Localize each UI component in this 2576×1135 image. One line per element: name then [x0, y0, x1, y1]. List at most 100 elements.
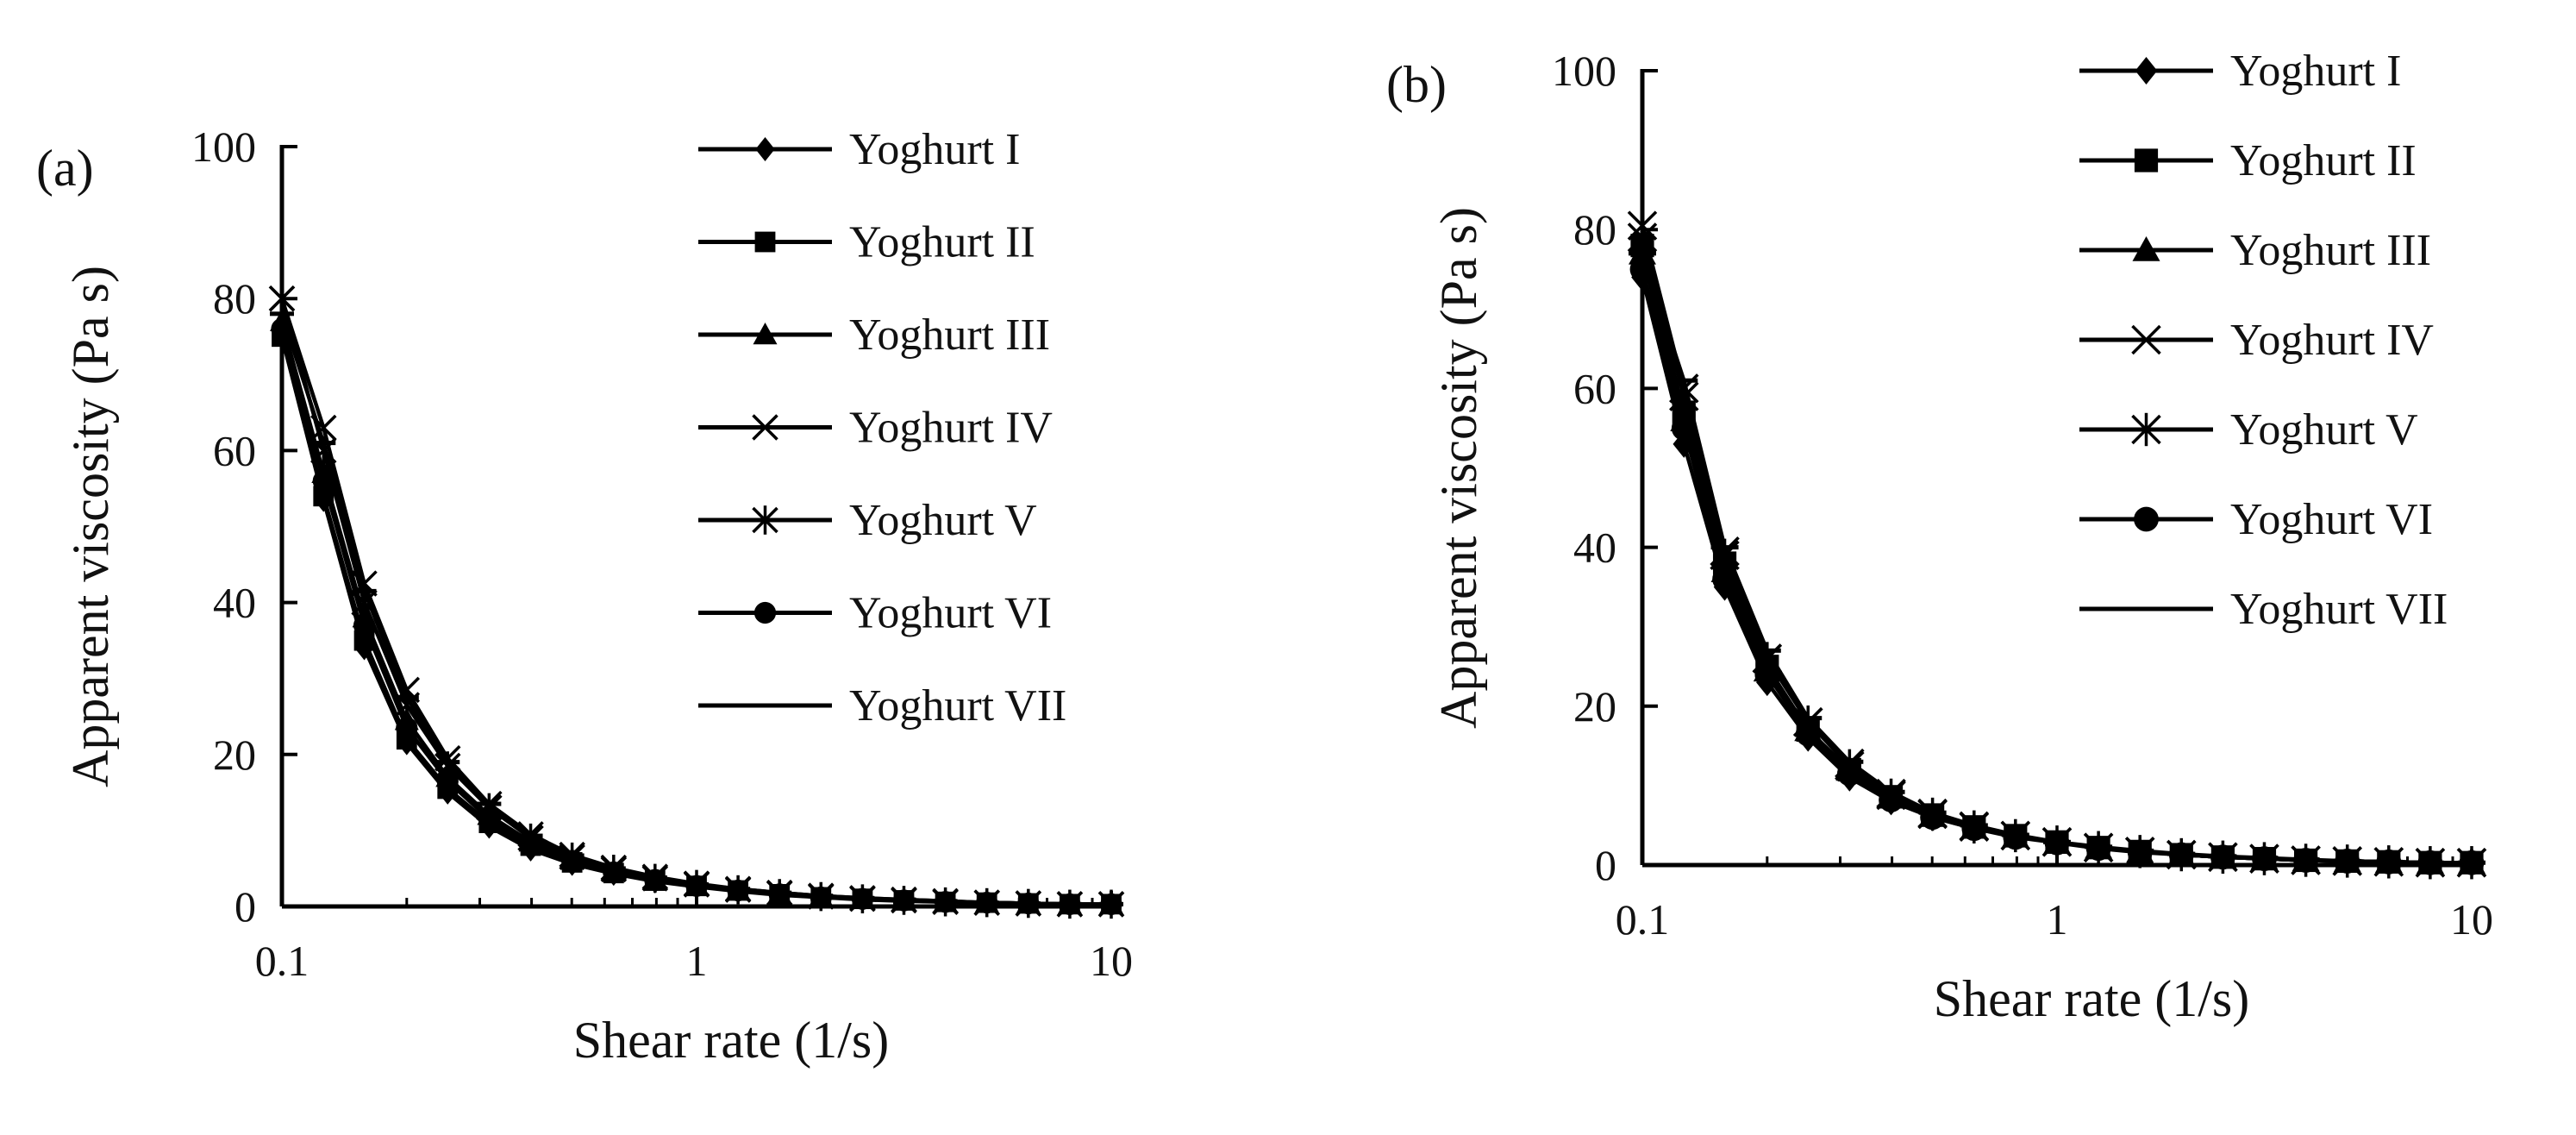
panel-a-point-yoghurt-vi	[436, 770, 459, 793]
panel-a-point-yoghurt-vii	[1016, 900, 1041, 906]
panel-b-point-yoghurt-vii	[2126, 848, 2154, 853]
panel-b-point-yoghurt-vi	[1795, 721, 1821, 747]
panel-b-point-yoghurt-vii	[2250, 856, 2279, 861]
panel-a-point-yoghurt-vi	[312, 470, 335, 492]
panel-a-legend-marker-yoghurt-vii	[753, 703, 778, 708]
panel-b-legend-item-yoghurt-i: Yoghurt I	[2079, 47, 2401, 96]
panel-a-point-yoghurt-vi	[478, 808, 500, 831]
panel-a-y-axis-title: Apparent viscosity (Pa s)	[62, 266, 119, 787]
panel-b-point-yoghurt-vii	[2416, 860, 2444, 865]
panel-a-point-yoghurt-vii	[891, 897, 916, 902]
panel-a-y-tick-label: 60	[213, 426, 256, 474]
panel-b-x-tick-label: 10	[2450, 895, 2493, 944]
panel-a-legend-label-yoghurt-iv: Yoghurt IV	[849, 404, 1053, 453]
panel-a-legend-marker-yoghurt-iii	[753, 323, 778, 345]
panel-a-y-tick-label: 100	[191, 122, 256, 171]
panel-b-point-yoghurt-vii	[1753, 648, 1781, 653]
panel-a-y-tick-label: 20	[213, 731, 256, 779]
panel-a-point-yoghurt-vi	[396, 717, 418, 739]
panel-b-legend-item-yoghurt-vii: Yoghurt VII	[2079, 585, 2448, 634]
panel-b-legend-marker-yoghurt-i	[2135, 57, 2158, 85]
panel-b-legend-label-yoghurt-iv: Yoghurt IV	[2230, 316, 2434, 365]
panel-a-point-yoghurt-vii	[642, 875, 667, 881]
panel-a-legend-label-yoghurt-v: Yoghurt V	[849, 496, 1037, 545]
panel-a-point-yoghurt-vii	[1099, 901, 1123, 906]
panel-b-point-yoghurt-v	[1627, 221, 1658, 254]
panel-a-point-yoghurt-vii	[1057, 901, 1082, 906]
panel-b-point-yoghurt-vii	[2043, 839, 2071, 844]
panel-b-point-yoghurt-vii	[1918, 810, 1947, 815]
panel-b-point-yoghurt-vii	[2374, 859, 2403, 864]
panel-a-y-tick-label: 80	[213, 274, 256, 323]
panel-a-point-yoghurt-vii	[477, 801, 502, 806]
panel-b-point-yoghurt-vii	[2292, 857, 2320, 862]
panel-b-y-tick-label: 20	[1573, 682, 1616, 731]
panel-b-legend-marker-yoghurt-iv-stroke-2	[2131, 324, 2161, 355]
panel-b-legend-marker-yoghurt-v	[2131, 412, 2161, 447]
panel-b-legend-label-yoghurt-iii: Yoghurt III	[2230, 226, 2431, 275]
panel-a-legend-marker-yoghurt-iv	[752, 414, 778, 441]
panel-b-point-yoghurt-vii	[1794, 716, 1823, 721]
panel-a-legend-item-yoghurt-iv: Yoghurt IV	[698, 404, 1053, 453]
panel-b-point-yoghurt-vi	[1836, 761, 1862, 787]
panel-b-legend-marker-yoghurt-iii	[2132, 236, 2160, 261]
panel-a-point-yoghurt-vii	[518, 833, 543, 838]
panel-b-point-yoghurt-vii	[1877, 789, 1905, 794]
panel-a-chart: (a) 0 20 40 60 80 100 0.1 1 10 Shear rate (1/s) App…	[36, 122, 1133, 1069]
panel-b-legend-marker-yoghurt-ii	[2134, 148, 2159, 172]
panel-a-legend: Yoghurt I Yoghurt II Yoghurt III Yoghurt IV…	[698, 125, 1066, 731]
panel-b-point-yoghurt-vi	[1754, 662, 1780, 687]
panel-a-point-yoghurt-vii	[933, 899, 958, 904]
panel-a-legend-item-yoghurt-iii: Yoghurt III	[698, 310, 1050, 360]
panel-b-point-yoghurt-vii	[2333, 858, 2361, 863]
panel-b-legend-marker-yoghurt-vi	[2134, 506, 2159, 532]
panel-b-point-yoghurt-vii	[1835, 759, 1864, 764]
panel-a-point-yoghurt-vii	[311, 441, 336, 446]
panel-a-point-yoghurt-vii	[352, 588, 377, 593]
panel-b-x-axis-title: Shear rate (1/s)	[1934, 970, 2250, 1027]
panel-b-y-axis-title: Apparent viscosity (Pa s)	[1430, 207, 1487, 729]
panel-a-point-yoghurt-vi	[353, 614, 376, 636]
panel-a-point-yoghurt-iv-stroke-2	[310, 414, 337, 442]
panel-a-legend-label-yoghurt-vi: Yoghurt VI	[849, 589, 1052, 638]
panel-a-legend-marker-yoghurt-v	[752, 505, 778, 535]
panel-b-series-yoghurt-vii	[1629, 251, 2485, 865]
panel-b-point-yoghurt-vii	[1670, 378, 1698, 383]
panel-b-point-yoghurt-vi	[1712, 567, 1737, 592]
panel-a-x-tick-label: 0.1	[255, 937, 309, 985]
panel-b-point-yoghurt-vii	[1710, 545, 1739, 550]
panel-a-legend-item-yoghurt-vi: Yoghurt VI	[698, 589, 1052, 638]
panel-b-legend-label-yoghurt-v: Yoghurt V	[2230, 405, 2418, 455]
panel-a-label: (a)	[36, 140, 94, 197]
panel-a-point-yoghurt-vii	[435, 760, 460, 765]
panel-b-legend-item-yoghurt-vi: Yoghurt VI	[2079, 495, 2433, 544]
panel-b-legend-label-yoghurt-ii: Yoghurt II	[2230, 136, 2417, 185]
panel-a-x-tick-label: 10	[1090, 937, 1133, 985]
panel-a-point-yoghurt-vii	[809, 894, 834, 899]
panel-b-line-yoghurt-i	[1640, 276, 2472, 865]
panel-a-point-yoghurt-v	[268, 284, 296, 313]
panel-b-legend-label-yoghurt-i: Yoghurt I	[2230, 47, 2401, 96]
panel-b-point-yoghurt-vii	[1960, 823, 1988, 828]
panel-a-legend-item-yoghurt-i: Yoghurt I	[698, 125, 1020, 174]
panel-a-point-yoghurt-vii	[850, 895, 875, 900]
panel-a-point-yoghurt-vii	[270, 311, 294, 317]
panel-b-legend-label-yoghurt-vi: Yoghurt VI	[2230, 495, 2433, 544]
panel-b-label: (b)	[1386, 56, 1447, 113]
panel-b-x-tick-label: 1	[2047, 895, 2068, 944]
panel-b-point-yoghurt-vi	[1671, 416, 1697, 441]
panel-a-point-yoghurt-vii	[726, 887, 751, 892]
panel-b-legend-item-yoghurt-iv: Yoghurt IV	[2079, 316, 2434, 365]
panel-b-x-tick-label: 0.1	[1616, 895, 1670, 944]
panel-a-point-yoghurt-vii	[560, 853, 585, 858]
panel-a-legend-label-yoghurt-iii: Yoghurt III	[849, 310, 1050, 360]
panel-b-legend-marker-yoghurt-iv	[2131, 324, 2161, 355]
panel-b-legend-item-yoghurt-v: Yoghurt V	[2079, 405, 2418, 455]
panel-a-y-tick-label: 0	[234, 882, 256, 931]
panel-a-x-axis-title: Shear rate (1/s)	[573, 1012, 890, 1069]
panel-a-point-yoghurt-vii	[394, 695, 419, 700]
panel-b-legend-marker-yoghurt-vii	[2132, 606, 2160, 611]
panel-a-series-yoghurt-vii	[270, 311, 1123, 906]
panel-b-chart: (b) 0 20 40 60 80 100 0.1 1 10 Shear rate (1/s) App…	[1386, 47, 2493, 1027]
